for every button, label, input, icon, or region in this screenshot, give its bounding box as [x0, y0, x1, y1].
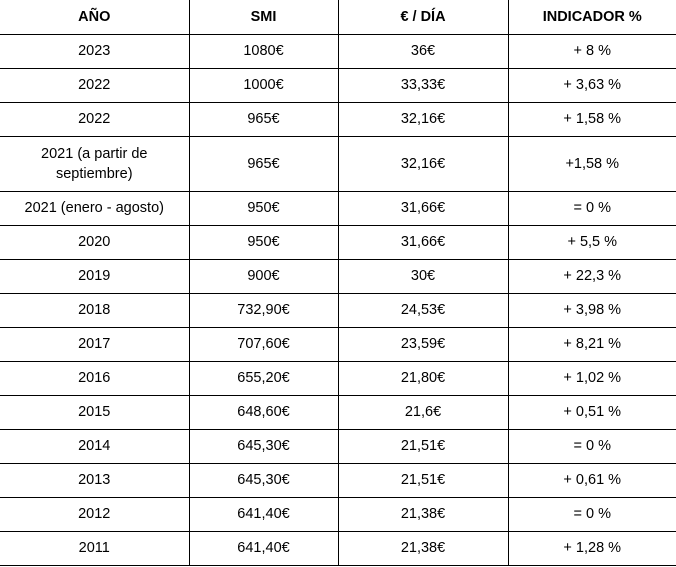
cell-year: 2013 [0, 462, 190, 498]
cell-indicator: +1,58 % [507, 135, 676, 192]
cell-indicator: = 0 % [507, 428, 676, 464]
cell-indicator: + 22,3 % [507, 258, 676, 294]
table-row: 2021 (a partir de septiembre) 965€ 32,16… [0, 135, 676, 192]
cell-euros-per-day: 32,16€ [337, 135, 509, 192]
cell-smi: 950€ [188, 190, 339, 226]
cell-smi: 1080€ [188, 33, 339, 69]
cell-year: 2016 [0, 360, 190, 396]
cell-euros-per-day: 31,66€ [337, 190, 509, 226]
header-euros-per-day: € / DÍA [337, 0, 509, 35]
cell-smi: 645,30€ [188, 428, 339, 464]
table-row: 2023 1080€ 36€ + 8 % [0, 33, 676, 69]
cell-indicator: + 5,5 % [507, 224, 676, 260]
table-row: 2018 732,90€ 24,53€ + 3,98 % [0, 292, 676, 328]
header-smi: SMI [188, 0, 339, 35]
cell-euros-per-day: 21,51€ [337, 428, 509, 464]
table-row: 2013 645,30€ 21,51€ + 0,61 % [0, 462, 676, 498]
cell-euros-per-day: 21,6€ [337, 394, 509, 430]
cell-indicator: + 0,61 % [507, 462, 676, 498]
table-row: 2015 648,60€ 21,6€ + 0,51 % [0, 394, 676, 430]
header-year: AÑO [0, 0, 190, 35]
cell-euros-per-day: 32,16€ [337, 101, 509, 137]
cell-euros-per-day: 24,53€ [337, 292, 509, 328]
cell-smi: 900€ [188, 258, 339, 294]
cell-year: 2017 [0, 326, 190, 362]
cell-indicator: + 3,98 % [507, 292, 676, 328]
header-row: AÑO SMI € / DÍA INDICADOR % [0, 0, 676, 35]
cell-indicator: + 1,58 % [507, 101, 676, 137]
cell-smi: 950€ [188, 224, 339, 260]
cell-euros-per-day: 21,38€ [337, 496, 509, 532]
cell-smi: 641,40€ [188, 530, 339, 566]
cell-year: 2018 [0, 292, 190, 328]
cell-smi: 645,30€ [188, 462, 339, 498]
table-row: 2022 1000€ 33,33€ + 3,63 % [0, 67, 676, 103]
table-row: 2014 645,30€ 21,51€ = 0 % [0, 428, 676, 464]
cell-year: 2012 [0, 496, 190, 532]
cell-indicator: + 1,02 % [507, 360, 676, 396]
cell-smi: 655,20€ [188, 360, 339, 396]
cell-year: 2014 [0, 428, 190, 464]
header-indicator: INDICADOR % [507, 0, 676, 35]
cell-euros-per-day: 31,66€ [337, 224, 509, 260]
cell-year: 2019 [0, 258, 190, 294]
cell-year: 2021 (enero - agosto) [0, 190, 190, 226]
cell-year: 2011 [0, 530, 190, 566]
cell-year: 2020 [0, 224, 190, 260]
table-row: 2020 950€ 31,66€ + 5,5 % [0, 224, 676, 260]
cell-indicator: + 1,28 % [507, 530, 676, 566]
cell-indicator: + 0,51 % [507, 394, 676, 430]
cell-indicator: = 0 % [507, 190, 676, 226]
table-row: 2017 707,60€ 23,59€ + 8,21 % [0, 326, 676, 362]
cell-year: 2022 [0, 101, 190, 137]
cell-year: 2021 (a partir de septiembre) [0, 135, 190, 192]
cell-year: 2015 [0, 394, 190, 430]
cell-smi: 732,90€ [188, 292, 339, 328]
cell-euros-per-day: 21,80€ [337, 360, 509, 396]
table-row: 2021 (enero - agosto) 950€ 31,66€ = 0 % [0, 190, 676, 226]
cell-smi: 965€ [188, 135, 339, 192]
cell-euros-per-day: 36€ [337, 33, 509, 69]
table-row: 2011 641,40€ 21,38€ + 1,28 % [0, 530, 676, 566]
table-row: 2019 900€ 30€ + 22,3 % [0, 258, 676, 294]
cell-year: 2022 [0, 67, 190, 103]
cell-indicator: + 3,63 % [507, 67, 676, 103]
cell-smi: 1000€ [188, 67, 339, 103]
cell-smi: 641,40€ [188, 496, 339, 532]
cell-year: 2023 [0, 33, 190, 69]
cell-smi: 707,60€ [188, 326, 339, 362]
cell-euros-per-day: 30€ [337, 258, 509, 294]
table-row: 2012 641,40€ 21,38€ = 0 % [0, 496, 676, 532]
table-row: 2016 655,20€ 21,80€ + 1,02 % [0, 360, 676, 396]
cell-smi: 648,60€ [188, 394, 339, 430]
cell-euros-per-day: 33,33€ [337, 67, 509, 103]
cell-euros-per-day: 21,38€ [337, 530, 509, 566]
cell-euros-per-day: 21,51€ [337, 462, 509, 498]
cell-indicator: = 0 % [507, 496, 676, 532]
table-row: 2022 965€ 32,16€ + 1,58 % [0, 101, 676, 137]
cell-smi: 965€ [188, 101, 339, 137]
cell-euros-per-day: 23,59€ [337, 326, 509, 362]
cell-indicator: + 8 % [507, 33, 676, 69]
cell-indicator: + 8,21 % [507, 326, 676, 362]
